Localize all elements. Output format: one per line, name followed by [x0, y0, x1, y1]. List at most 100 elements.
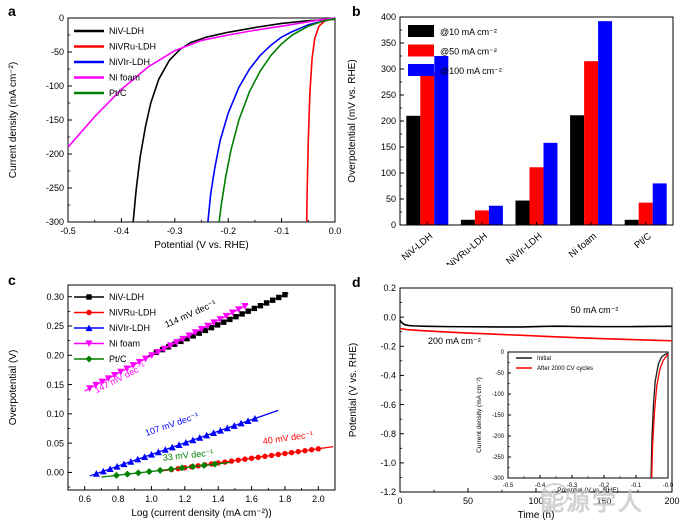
svg-text:150: 150	[381, 142, 396, 152]
svg-text:-0.4: -0.4	[380, 371, 396, 381]
bar-series-1	[420, 61, 653, 226]
svg-text:-100: -100	[46, 81, 64, 91]
svg-text:Potential (V vs. RHE): Potential (V vs. RHE)	[154, 240, 248, 251]
tafel-markers	[86, 302, 249, 392]
svg-text:350: 350	[381, 38, 396, 48]
svg-text:-0.3: -0.3	[167, 226, 183, 236]
svg-text:1.4: 1.4	[212, 494, 225, 504]
panel-label-b: b	[352, 3, 361, 19]
svg-text:Potential (V vs. RHE): Potential (V vs. RHE)	[348, 343, 359, 437]
svg-text:-0.0: -0.0	[663, 483, 674, 489]
chart-group-c: 0.6 0.8 1.0 1.2 1.4 1.6 1.8 2.0 0.00 0.05 0.10 0.15…	[8, 284, 336, 519]
svg-text:-0.4: -0.4	[535, 483, 546, 489]
svg-text:NiVIr-LDH: NiVIr-LDH	[109, 57, 150, 67]
svg-text:Time (h): Time (h)	[518, 510, 555, 521]
svg-text:Initial: Initial	[537, 356, 551, 362]
svg-text:0.20: 0.20	[46, 351, 64, 361]
svg-text:-0.2: -0.2	[599, 483, 610, 489]
svg-text:50: 50	[386, 194, 396, 204]
svg-text:-50: -50	[51, 47, 64, 57]
svg-text:Current density (mA cm⁻²): Current density (mA cm⁻²)	[476, 377, 483, 453]
svg-text:-200: -200	[492, 434, 505, 440]
chart-group-inset: -0.5 -0.4 -0.3 -0.2 -0.1 -0.0 0 -50 -100 -150 -200…	[476, 350, 674, 494]
svg-text:1.2: 1.2	[179, 494, 192, 504]
svg-text:NiVIr-LDH: NiVIr-LDH	[504, 231, 544, 265]
svg-text:-1.0: -1.0	[380, 458, 396, 468]
curve	[132, 18, 336, 223]
svg-text:-0.5: -0.5	[503, 483, 514, 489]
svg-text:147 mV dec⁻¹: 147 mV dec⁻¹	[93, 361, 147, 395]
chart-group-d: 0 50 100 150 200 0.2 0.0 -0.2 -0.4 -0.6 -0.8 -1.0 -1…	[348, 283, 680, 521]
svg-text:NiVRu-LDH: NiVRu-LDH	[445, 231, 490, 265]
svg-text:-0.1: -0.1	[274, 226, 290, 236]
svg-text:0.30: 0.30	[46, 292, 64, 302]
svg-text:0.8: 0.8	[112, 494, 125, 504]
svg-text:Pt/C: Pt/C	[632, 231, 653, 251]
svg-text:-50: -50	[495, 371, 504, 377]
svg-text:NiVIr-LDH: NiVIr-LDH	[109, 323, 150, 333]
curve	[399, 319, 673, 328]
svg-text:107 mV dec⁻¹: 107 mV dec⁻¹	[144, 410, 200, 438]
svg-text:-0.2: -0.2	[220, 226, 236, 236]
svg-text:1.6: 1.6	[245, 494, 258, 504]
svg-text:Overpotential (mV vs. RHE): Overpotential (mV vs. RHE)	[347, 59, 358, 182]
svg-text:Log (current density (mA cm⁻²): Log (current density (mA cm⁻²))	[131, 508, 271, 519]
svg-text:-100: -100	[492, 392, 505, 398]
curve	[207, 17, 336, 223]
svg-text:0.25: 0.25	[46, 321, 64, 331]
svg-text:Pt/C: Pt/C	[109, 354, 127, 364]
tafel-fit-line	[101, 461, 230, 478]
svg-text:0: 0	[397, 496, 402, 506]
curve	[305, 17, 336, 223]
svg-text:Overpotential (V): Overpotential (V)	[8, 350, 19, 426]
bar-series-2	[434, 21, 667, 225]
svg-text:-300: -300	[492, 476, 505, 482]
svg-text:50 mA cm⁻²: 50 mA cm⁻²	[571, 305, 619, 315]
chart-group-b: NiV-LDH NiVRu-LDH NiVIr-LDH Ni foam Pt/C 0 50 1…	[347, 12, 674, 265]
panel-label-a: a	[8, 3, 16, 19]
panel-a-polarization-curves-chart: -0.5 -0.4 -0.3 -0.2 -0.1 0.0 0 -50 -100 -150 -200 -…	[8, 13, 342, 251]
svg-text:0: 0	[501, 350, 505, 356]
curve	[399, 327, 673, 342]
svg-text:-1.2: -1.2	[380, 487, 396, 497]
svg-text:250: 250	[381, 90, 396, 100]
svg-text:Pt/C: Pt/C	[109, 88, 127, 98]
svg-text:NiV-LDH: NiV-LDH	[109, 26, 144, 36]
svg-text:0: 0	[59, 13, 64, 23]
svg-text:200: 200	[664, 496, 679, 506]
svg-text:50: 50	[463, 496, 473, 506]
svg-text:200 mA cm⁻²: 200 mA cm⁻²	[428, 336, 481, 346]
curve	[651, 353, 669, 479]
svg-text:100: 100	[381, 168, 396, 178]
svg-text:100: 100	[528, 496, 543, 506]
svg-text:Ni foam: Ni foam	[567, 231, 599, 261]
svg-text:300: 300	[381, 64, 396, 74]
svg-text:200: 200	[381, 116, 396, 126]
tafel-markers	[92, 414, 259, 477]
bar-series-0	[406, 115, 639, 225]
svg-text:-200: -200	[46, 149, 64, 159]
panel-d-stability-chart: 0 50 100 150 200 0.2 0.0 -0.2 -0.4 -0.6 -0.8 -1.0 -1…	[348, 283, 680, 521]
svg-text:NiVRu-LDH: NiVRu-LDH	[109, 42, 156, 52]
svg-text:150: 150	[596, 496, 611, 506]
svg-text:0.15: 0.15	[46, 380, 64, 390]
svg-text:0.6: 0.6	[78, 494, 91, 504]
svg-text:-150: -150	[492, 413, 505, 419]
curve	[218, 17, 336, 223]
svg-text:Potential (V vs. RHE): Potential (V vs. RHE)	[557, 487, 618, 494]
svg-text:0: 0	[391, 220, 396, 230]
panel-label-c: c	[8, 272, 16, 288]
svg-text:@50 mA cm⁻²: @50 mA cm⁻²	[440, 47, 497, 57]
svg-text:-0.4: -0.4	[114, 226, 130, 236]
svg-text:0.0: 0.0	[329, 226, 342, 236]
svg-text:NiV-LDH: NiV-LDH	[109, 292, 144, 302]
svg-text:-0.8: -0.8	[380, 429, 396, 439]
panel-b-overpotential-bar-chart: NiV-LDH NiVRu-LDH NiVIr-LDH Ni foam Pt/C 0 50 1…	[347, 12, 674, 265]
svg-text:40 mV dec⁻¹: 40 mV dec⁻¹	[262, 429, 314, 446]
panel-label-d: d	[352, 274, 361, 290]
svg-text:-300: -300	[46, 217, 64, 227]
svg-text:-0.2: -0.2	[380, 342, 396, 352]
svg-text:1.8: 1.8	[279, 494, 292, 504]
tafel-markers	[112, 460, 219, 479]
